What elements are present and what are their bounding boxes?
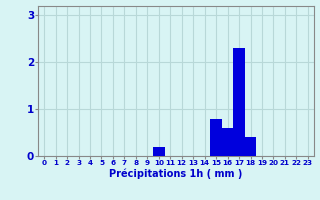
Bar — [245, 137, 256, 156]
Bar — [233, 48, 245, 156]
Bar — [211, 118, 222, 156]
Bar — [222, 128, 233, 156]
X-axis label: Précipitations 1h ( mm ): Précipitations 1h ( mm ) — [109, 169, 243, 179]
Bar — [153, 147, 164, 156]
